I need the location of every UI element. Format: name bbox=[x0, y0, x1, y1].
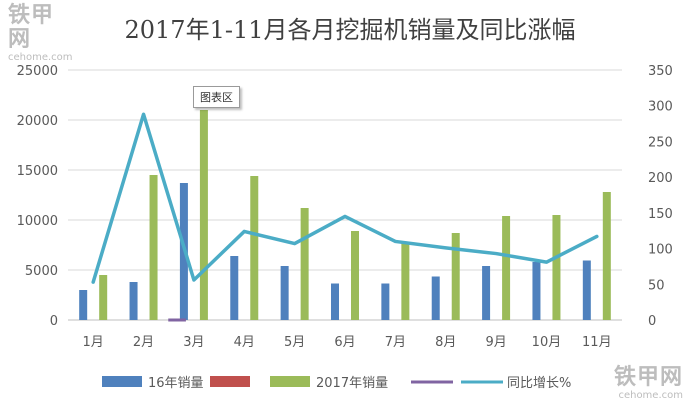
y-right-tick-label: 150 bbox=[648, 207, 673, 222]
y-right-tick-label: 100 bbox=[648, 243, 673, 258]
x-tick-label: 5月 bbox=[284, 335, 305, 350]
bar bbox=[99, 275, 108, 320]
watermark-top: 铁甲网 cehome.com bbox=[8, 3, 73, 64]
bar bbox=[250, 176, 259, 320]
y-right-tick-label: 300 bbox=[648, 100, 673, 115]
bar bbox=[582, 260, 591, 320]
x-tick-label: 10月 bbox=[532, 335, 562, 350]
bar bbox=[431, 276, 440, 320]
y-left-tick-label: 10000 bbox=[17, 214, 58, 229]
bar bbox=[79, 290, 88, 320]
x-tick-label: 8月 bbox=[435, 335, 456, 350]
bar bbox=[451, 233, 460, 320]
bar bbox=[280, 266, 289, 320]
legend-swatch bbox=[270, 376, 310, 387]
bar bbox=[502, 216, 511, 320]
bar bbox=[552, 215, 561, 320]
bar bbox=[532, 262, 541, 320]
bar bbox=[149, 175, 158, 320]
legend-label: 16年销量 bbox=[148, 376, 204, 391]
bar bbox=[129, 282, 138, 320]
y-left-tick-label: 15000 bbox=[17, 164, 58, 179]
x-tick-label: 4月 bbox=[234, 335, 255, 350]
x-tick-label: 2月 bbox=[133, 335, 154, 350]
y-left-tick-label: 25000 bbox=[17, 64, 58, 79]
bar bbox=[199, 110, 208, 320]
x-tick-label: 9月 bbox=[485, 335, 506, 350]
watermark-bottom: 铁甲网 cehome.com bbox=[613, 365, 683, 402]
y-left-tick-label: 5000 bbox=[25, 264, 58, 279]
legend-swatch bbox=[210, 376, 250, 387]
bar bbox=[482, 266, 491, 320]
y-right-tick-label: 0 bbox=[648, 314, 656, 329]
chart-title: 2017年1-11月各月挖掘机销量及同比涨幅 bbox=[124, 16, 576, 44]
watermark-brand-bottom: 铁甲网 bbox=[613, 365, 683, 390]
bar bbox=[602, 192, 611, 320]
legend-label: 同比增长% bbox=[507, 376, 571, 391]
chart-area-tooltip: 图表区 bbox=[193, 86, 240, 108]
y-right-tick-label: 50 bbox=[648, 278, 665, 293]
x-tick-label: 11月 bbox=[582, 335, 612, 350]
y-right-tick-label: 250 bbox=[648, 135, 673, 150]
x-tick-label: 1月 bbox=[83, 335, 104, 350]
legend-swatch bbox=[102, 376, 142, 387]
bar bbox=[381, 283, 390, 320]
legend-label: 2017年销量 bbox=[316, 376, 388, 391]
y-left-tick-label: 0 bbox=[50, 314, 58, 329]
x-tick-label: 6月 bbox=[334, 335, 355, 350]
watermark-site-bottom: cehome.com bbox=[618, 390, 683, 401]
bar bbox=[230, 256, 239, 320]
y-right-tick-label: 350 bbox=[648, 64, 673, 79]
bar bbox=[331, 283, 339, 320]
watermark-brand: 铁甲网 bbox=[8, 3, 55, 52]
y-left-tick-label: 20000 bbox=[17, 114, 58, 129]
bar bbox=[300, 208, 309, 320]
x-tick-label: 7月 bbox=[385, 335, 406, 350]
bar bbox=[351, 231, 359, 320]
series-line bbox=[91, 112, 599, 284]
bar bbox=[401, 242, 410, 320]
watermark-site: cehome.com bbox=[8, 52, 73, 63]
y-right-tick-label: 200 bbox=[648, 171, 673, 186]
x-tick-label: 3月 bbox=[183, 335, 204, 350]
